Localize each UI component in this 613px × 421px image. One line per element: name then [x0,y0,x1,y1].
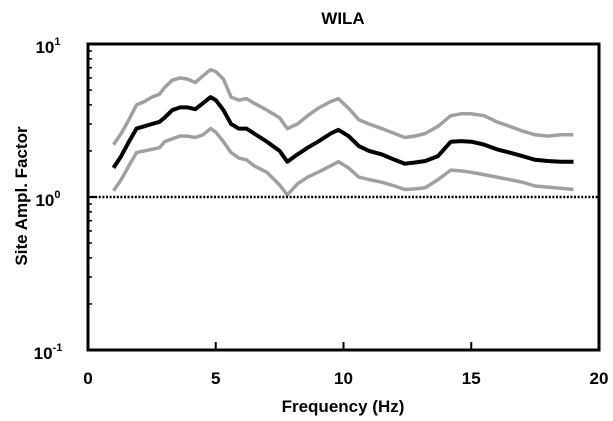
x-axis-ticks: 0 5 10 15 20 [83,342,608,388]
x-tick-label: 0 [83,369,92,388]
y-axis-label: Site Ampl. Factor [12,126,31,266]
x-tick-label: 10 [334,369,353,388]
x-tick-label: 15 [462,369,481,388]
series-line-mean [111,95,574,169]
y-tick-label: 100 [35,189,60,210]
plot-lines [111,67,574,197]
y-axis-ticks: 10-1 100 101 [34,36,96,363]
y-tick-label: 10-1 [34,342,63,363]
x-axis-label: Frequency (Hz) [282,397,405,416]
x-tick-label: 20 [590,369,609,388]
chart-title: WILA [321,9,364,28]
series-line-lower-bound [112,126,574,197]
series-line-upper-bound [112,67,574,146]
x-tick-label: 5 [211,369,220,388]
y-tick-label: 101 [35,36,60,57]
